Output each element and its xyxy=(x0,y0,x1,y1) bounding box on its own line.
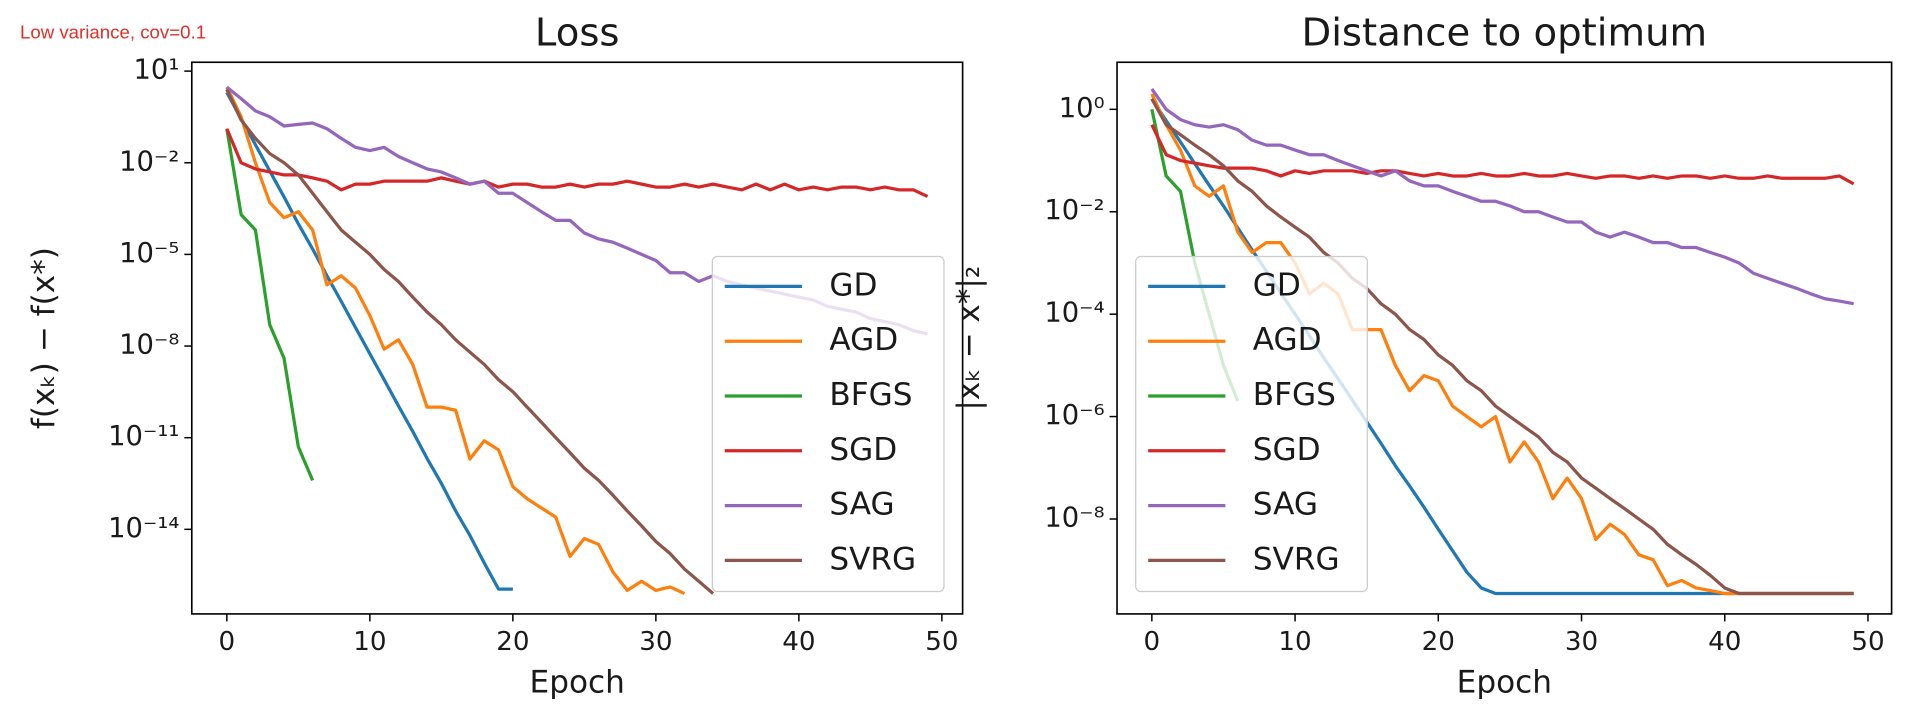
y-tick-label: 10⁰ xyxy=(1059,93,1105,124)
series-line xyxy=(225,128,929,198)
legend-label: AGD xyxy=(1253,322,1322,358)
legend-label: SGD xyxy=(1253,432,1321,468)
legend-label: GD xyxy=(1253,267,1301,303)
x-tick-label: 10 xyxy=(353,627,386,657)
x-axis-label: Epoch xyxy=(1457,665,1552,701)
x-tick-label: 0 xyxy=(1144,627,1161,657)
plot-frame xyxy=(190,61,964,615)
x-tick-label: 20 xyxy=(496,627,529,657)
y-axis-label: f(xₖ) − f(x*) xyxy=(26,247,62,429)
series-line xyxy=(1150,98,1854,596)
plot-frame xyxy=(1116,61,1893,615)
legend-label: SGD xyxy=(829,432,897,468)
x-tick-label: 10 xyxy=(1278,627,1311,657)
y-tick-label: 10¹ xyxy=(134,55,180,86)
legend: GD AGD BFGS SGD SAG SVRG xyxy=(1135,255,1368,593)
series-line xyxy=(225,86,686,596)
x-tick-label: 30 xyxy=(639,627,672,657)
y-tick-label: 10⁻⁶ xyxy=(1044,400,1104,431)
y-tick-label: 10⁻⁸ xyxy=(1044,502,1104,533)
x-tick-label: 30 xyxy=(1565,627,1598,657)
legend-label: GD xyxy=(829,267,877,303)
y-tick-label: 10⁻⁸ xyxy=(119,330,179,361)
chart: Distance to optimum Epoch |xₖ − x*|₂ 0 10 20 3… xyxy=(951,10,1893,701)
chart: Loss Epoch f(xₖ) − f(x*) 0 10 20 30 40 50 10¹ 10⁻²… xyxy=(26,10,964,701)
legend-label: SVRG xyxy=(1253,541,1340,577)
legend-label: SAG xyxy=(829,487,894,523)
y-tick-label: 10⁻² xyxy=(119,146,179,177)
x-tick-label: 0 xyxy=(219,627,236,657)
legend-label: AGD xyxy=(829,322,898,358)
y-tick-label: 10⁻⁵ xyxy=(119,238,179,269)
series-line xyxy=(225,128,315,482)
y-tick-label: 10⁻¹⁴ xyxy=(108,513,179,544)
x-tick-label: 20 xyxy=(1422,627,1455,657)
x-tick-label: 50 xyxy=(1851,627,1884,657)
x-axis-label: Epoch xyxy=(530,665,625,701)
y-tick-label: 10⁻¹¹ xyxy=(108,421,179,452)
series-line xyxy=(225,88,715,595)
plot-area xyxy=(225,85,929,596)
series-line xyxy=(1150,124,1855,186)
legend-label: BFGS xyxy=(1253,377,1336,413)
legend: GD AGD BFGS SGD SAG SVRG xyxy=(711,255,945,593)
annotation: Low variance, cov=0.1 xyxy=(20,22,206,43)
chart-title: Distance to optimum xyxy=(1301,10,1707,55)
y-tick-label: 10⁻⁴ xyxy=(1044,298,1104,329)
x-tick-label: 40 xyxy=(782,627,815,657)
x-tick-label: 40 xyxy=(1708,627,1741,657)
legend-label: BFGS xyxy=(829,377,912,413)
x-tick-label: 50 xyxy=(925,627,958,657)
series-line xyxy=(1150,88,1854,306)
legend-label: SAG xyxy=(1253,487,1318,523)
legend-label: SVRG xyxy=(829,541,916,577)
chart-title: Loss xyxy=(535,10,620,55)
y-tick-label: 10⁻² xyxy=(1044,195,1104,226)
y-axis-label: |xₖ − x*|₂ xyxy=(951,266,987,411)
series-line xyxy=(225,91,513,591)
